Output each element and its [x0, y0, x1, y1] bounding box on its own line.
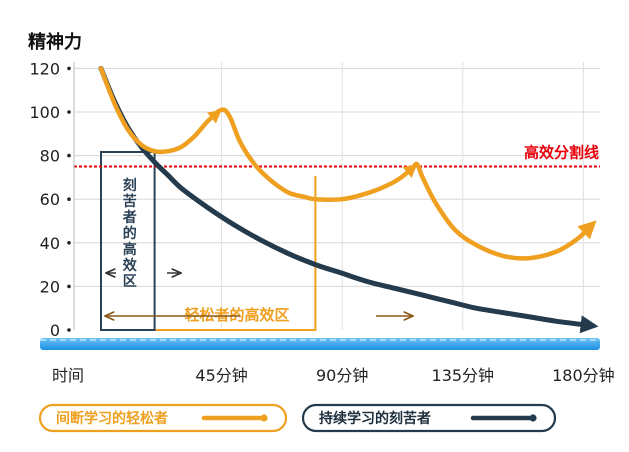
y-tick-label-120: 120: [29, 59, 60, 78]
y-tick-label-80: 80: [40, 147, 60, 166]
x-tick-label-2: 90分钟: [316, 366, 368, 385]
legend-pill: [301, 403, 557, 433]
series-layer: [98, 65, 599, 334]
legend-pill: [38, 403, 288, 433]
grid-lines: [74, 62, 600, 330]
y-tick-dot-0: [67, 328, 71, 332]
y-tick-label-60: 60: [40, 190, 60, 209]
y-tick-dot-120: [67, 66, 71, 71]
y-tick-dot-100: [67, 110, 71, 114]
x-axis-floor: [40, 338, 600, 350]
legend-swatch-dot: [529, 414, 537, 422]
y-tick-label-0: 0: [50, 321, 60, 340]
x-tick-label-3: 135分钟: [432, 366, 495, 385]
y-tick-label-100: 100: [29, 103, 60, 122]
y-tick-dot-80: [67, 153, 71, 158]
series-relaxed-line: [98, 66, 597, 261]
zone-diligent-label-char: 效: [123, 257, 138, 274]
x-tick-label-0: 时间: [52, 366, 84, 385]
zone-diligent-label-char: 刻: [123, 177, 137, 194]
series-diligent-line: [98, 65, 599, 334]
x-tick-label-1: 45分钟: [195, 366, 247, 385]
y-tick-label-40: 40: [40, 234, 60, 253]
zone-diligent-label-char: 的: [123, 225, 137, 242]
legend-swatch-dot: [260, 414, 268, 422]
legend-item-relaxed: 间断学习的轻松者: [38, 403, 288, 433]
zone-relaxed-border: [154, 176, 317, 331]
legend-item-diligent: 持续学习的刻苦者: [301, 403, 557, 433]
y-axis-title: 精神力: [28, 31, 82, 53]
y-tick-dot-40: [67, 241, 71, 245]
zone-diligent-box: [100, 151, 156, 331]
zone-relaxed-label: 轻松者的高效区: [184, 306, 289, 324]
legend-label: 间断学习的轻松者: [56, 410, 168, 427]
zone-diligent-label-char: 高: [123, 241, 137, 258]
y-tick-label-20: 20: [40, 277, 60, 296]
threshold-label: 高效分割线: [524, 144, 599, 162]
legend-label: 持续学习的刻苦者: [319, 410, 431, 427]
x-tick-label-4: 180分钟: [552, 366, 615, 385]
y-tick-dot-60: [67, 197, 71, 201]
series-relaxed-peak-arrow-0: [207, 109, 222, 124]
series-relaxed-peak-arrow-1: [402, 164, 418, 178]
zone-diligent-label-char: 者: [123, 210, 137, 226]
legend: 间断学习的轻松者 持续学习的刻苦者: [38, 403, 557, 433]
zone-diligent-label-char: 区: [123, 274, 137, 290]
y-tick-dot-20: [67, 284, 71, 289]
zone-diligent-label-char: 苦: [123, 193, 137, 210]
